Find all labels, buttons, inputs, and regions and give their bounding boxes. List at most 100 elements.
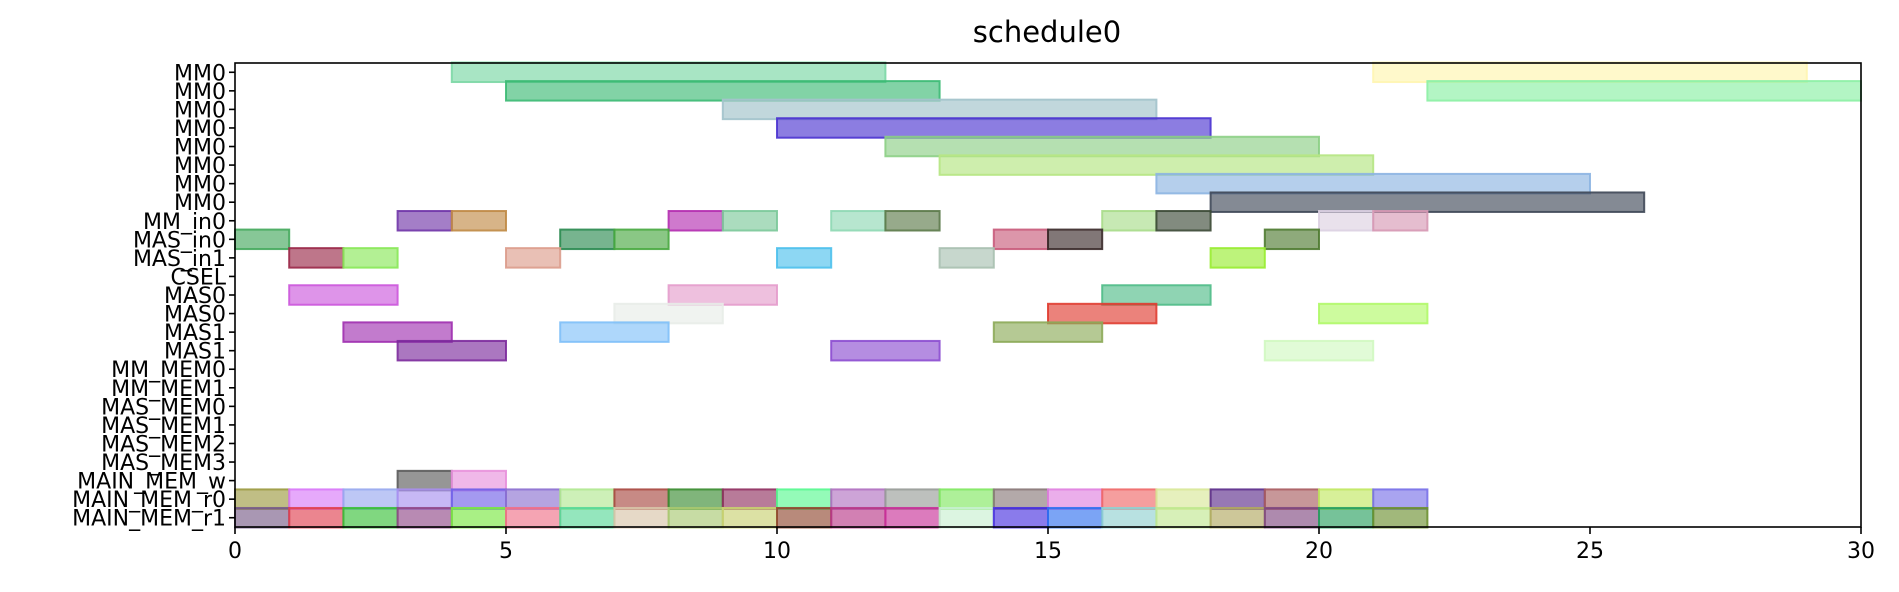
task-bar — [884, 488, 941, 510]
x-tick-label: 5 — [499, 539, 513, 564]
task-bar — [1155, 488, 1212, 510]
x-tick-label: 25 — [1576, 539, 1604, 564]
task-bar — [1372, 210, 1429, 232]
task-bar — [667, 506, 724, 529]
task-bar — [776, 488, 833, 510]
task-bar — [1047, 488, 1104, 510]
task-bar — [721, 98, 1158, 121]
task-bar — [992, 488, 1049, 510]
x-axis: 0 5 10 15 20 25 30 — [228, 527, 1875, 564]
task-bar — [992, 321, 1104, 343]
task-bar — [776, 117, 1212, 139]
y-tick-label: MM0 — [174, 117, 226, 142]
task-bar — [1101, 488, 1158, 510]
task-bar — [1047, 506, 1104, 529]
task-bar — [505, 80, 941, 102]
task-bar — [559, 228, 616, 251]
task-bar — [1263, 488, 1321, 510]
y-tick-label: MM0 — [174, 154, 226, 179]
task-bar — [884, 210, 941, 232]
task-bar — [613, 228, 670, 251]
task-bar — [559, 506, 616, 529]
x-tick-label: 10 — [763, 539, 791, 564]
task-bar — [938, 506, 995, 529]
task-bar — [613, 302, 724, 325]
task-bar — [1263, 228, 1321, 251]
task-bar — [1426, 80, 1863, 102]
task-bar — [342, 247, 399, 269]
task-bar — [1155, 506, 1212, 529]
task-bar — [613, 506, 670, 529]
task-bar — [938, 247, 995, 269]
task-bar — [450, 506, 507, 529]
task-bar — [776, 247, 833, 269]
task-bar — [1155, 210, 1212, 232]
task-bar — [1101, 506, 1158, 529]
task-bar — [1101, 284, 1212, 306]
task-bar — [1209, 488, 1266, 510]
task-bar — [938, 488, 995, 510]
y-tick-label: MM0 — [174, 80, 226, 105]
x-tick-label: 20 — [1305, 539, 1333, 564]
y-tick-label: MAS_MEM2 — [101, 432, 226, 457]
task-bar — [450, 469, 507, 492]
y-tick-label: MM0 — [174, 98, 226, 123]
task-bar — [288, 284, 399, 306]
task-bar — [234, 488, 291, 510]
task-bar — [450, 210, 507, 232]
task-bar — [667, 284, 778, 306]
task-bar — [288, 488, 345, 510]
task-bar — [830, 210, 887, 232]
task-bar — [721, 488, 778, 510]
task-bar — [342, 506, 399, 529]
task-bars — [234, 61, 1863, 529]
task-bar — [559, 321, 670, 343]
y-tick-label: CSEL — [171, 265, 227, 290]
task-bar — [1263, 506, 1321, 529]
task-bar — [938, 154, 1375, 176]
y-tick-label: MM_MEM1 — [111, 377, 226, 402]
task-bar — [1209, 506, 1266, 529]
task-bar — [1047, 228, 1104, 251]
task-bar — [1101, 210, 1158, 232]
task-bar — [288, 506, 345, 529]
task-bar — [396, 488, 453, 510]
task-bar — [992, 506, 1049, 529]
plot-frame — [234, 62, 1862, 528]
task-bar — [450, 61, 887, 84]
task-bar — [992, 228, 1049, 251]
chart-title: schedule0 — [973, 15, 1121, 49]
task-bar — [830, 339, 941, 362]
y-tick-label: MAS0 — [164, 303, 226, 328]
y-tick-label: MAS_in1 — [133, 247, 226, 272]
y-tick-label: MAS1 — [164, 321, 226, 346]
y-tick-label: MAS_MEM3 — [101, 451, 226, 476]
y-axis-labels: MM0MM0MM0MM0MM0MM0MM0MM0MM_in0MAS_in0MAS… — [72, 61, 235, 532]
y-tick-label: MAIN_MEM_w — [77, 470, 226, 495]
task-bar — [613, 488, 670, 510]
task-bar — [288, 247, 345, 269]
task-bar — [1318, 210, 1375, 232]
y-tick-label: MM0 — [174, 173, 226, 198]
task-bar — [721, 506, 778, 529]
y-tick-label: MAIN_MEM_r1 — [72, 507, 226, 532]
task-bar — [1318, 488, 1375, 510]
task-bar — [1372, 61, 1808, 84]
task-bar — [505, 488, 562, 510]
task-bar — [830, 506, 887, 529]
task-bar — [667, 488, 724, 510]
task-bar — [396, 210, 453, 232]
task-bar — [1209, 191, 1646, 213]
task-bar — [1263, 339, 1375, 362]
task-bar — [450, 488, 507, 510]
task-bar — [776, 506, 833, 529]
x-tick-label: 0 — [228, 539, 242, 564]
x-tick-label: 30 — [1847, 539, 1875, 564]
y-tick-label: MM_in0 — [143, 210, 226, 235]
x-tick-label: 15 — [1034, 539, 1062, 564]
task-bar — [396, 339, 508, 362]
y-tick-label: MAS_in0 — [133, 228, 226, 253]
task-bar — [505, 506, 562, 529]
task-bar — [1209, 247, 1266, 269]
